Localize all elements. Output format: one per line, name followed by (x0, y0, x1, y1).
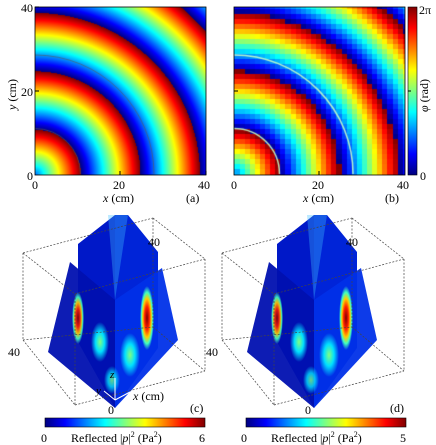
x-tick-20-a: 20 (113, 178, 125, 192)
box-edge-back-0 (221, 217, 353, 254)
axis-z-label-c: z (109, 369, 115, 381)
y-tick-40-a: 40 (21, 1, 33, 15)
field-hotspot-right (140, 286, 154, 350)
x-tick-0-b: 0 (231, 178, 237, 192)
box-edge-back-1 (152, 217, 206, 260)
field-upper-band (108, 215, 128, 300)
x-tick-40-a: 40 (198, 178, 210, 192)
y-axis-label-a: y (cm) (5, 79, 19, 111)
x-tick-0-a: 0 (32, 178, 38, 192)
tick-left-40-d: 40 (206, 345, 218, 359)
phase-colorbar-bottom-label: 0 (420, 169, 426, 183)
field-blob-cyan-3 (104, 366, 120, 394)
axis-x-label-c: x (cm) (132, 389, 164, 403)
y-tick-0-a: 0 (27, 169, 33, 183)
x-axis-label-a: x (cm) (102, 191, 134, 205)
colorbar-d-label: Reflected |p|2 (Pa2) (271, 430, 362, 445)
pressure-colorbar-c (44, 417, 206, 428)
box-edge-back-6 (273, 370, 405, 406)
tick-origin-0-d: 0 (305, 403, 311, 417)
panel-3d-c (22, 215, 206, 408)
field-upper-band (307, 215, 327, 300)
field-hotspot-left (72, 292, 84, 344)
phase-colorbar-top-label: 2π (419, 3, 431, 17)
field-blob-cyan-1 (290, 322, 308, 362)
box-edge-back-6 (74, 370, 206, 406)
field-hotspot-right (339, 286, 353, 350)
box-edge-back-8 (152, 326, 206, 372)
field-blob-cyan-3 (303, 366, 319, 394)
colorbar-d-min: 0 (241, 431, 247, 445)
field-hotspot-left (271, 292, 283, 344)
field-blob-cyan-2 (120, 333, 140, 377)
field-blob-cyan-2 (319, 333, 339, 377)
tick-top-40-c: 40 (148, 235, 160, 249)
x-axis-label-b: x (cm) (302, 191, 334, 205)
panel-3d-d (221, 215, 405, 408)
panel-label-b: (b) (385, 191, 399, 205)
panel-label-a: (a) (186, 191, 199, 205)
panel-label-c: (c) (190, 401, 203, 415)
x-tick-20-b: 20 (312, 178, 324, 192)
ticks-a (35, 6, 207, 175)
colorbar-c-min: 0 (41, 431, 47, 445)
pressure-colorbar-d (245, 417, 407, 428)
axis-y-label-c: y (95, 385, 101, 397)
tick-left-40-c: 40 (8, 345, 20, 359)
field-blob-cyan-1 (91, 322, 109, 362)
box-edge-back-7 (221, 326, 353, 341)
tick-origin-0-c: 0 (108, 403, 114, 417)
phase-map-b (234, 7, 405, 175)
box-edge-back-0 (22, 217, 154, 254)
box-edge-front-1 (74, 258, 206, 295)
tick-top-40-d: 40 (346, 235, 358, 249)
colorbar-c-label: Reflected |p|2 (Pa2) (71, 430, 162, 445)
colorbar-d-max: 5 (400, 431, 406, 445)
box-edge-back-7 (22, 326, 154, 341)
x-tick-40-b: 40 (397, 178, 409, 192)
phase-colorbar-label: φ (rad) (417, 79, 431, 112)
axis-triad-c (103, 378, 131, 401)
box-edge-front-0 (22, 252, 76, 295)
box-edge-back-1 (351, 217, 405, 260)
colorbar-c-max: 6 (199, 431, 205, 445)
y-tick-20-a: 20 (21, 85, 33, 99)
box-edge-front-0 (221, 252, 275, 295)
panel-label-d: (d) (390, 401, 404, 415)
box-edge-front-1 (273, 258, 405, 295)
ticks-b (234, 90, 320, 175)
box-edge-back-8 (351, 326, 405, 372)
phase-map-a (35, 7, 206, 175)
